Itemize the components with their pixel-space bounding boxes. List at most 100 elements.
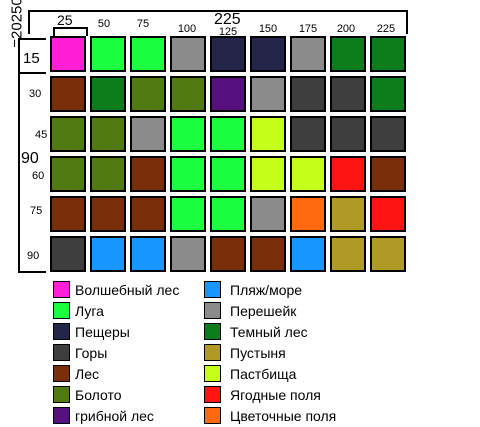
grid-cell-swamp [170, 76, 206, 112]
side-scale-tick [18, 72, 46, 74]
scale-box-left [53, 27, 55, 36]
x-label: 75 [136, 18, 150, 30]
grid-cell-beach [130, 236, 166, 272]
top-bracket-line [28, 10, 408, 12]
grid-cell-dark-forest [90, 76, 126, 112]
left-bracket-line [18, 38, 20, 272]
grid-cell-isthmus [290, 36, 326, 72]
grid-cell-flower-fields [290, 196, 326, 232]
grid-cell-mountains [330, 76, 366, 112]
legend-swatch-mountains [53, 344, 70, 361]
legend-swatch-dark-forest [204, 323, 221, 340]
legend-label-caves: Пещеры [75, 324, 130, 340]
x-label: 125 [218, 26, 238, 38]
grid-cell-dark-forest [370, 36, 406, 72]
y-label: 90 [27, 250, 40, 262]
grid-cell-mushroom-forest [210, 76, 246, 112]
x-label: 175 [298, 23, 318, 35]
grid-cell-isthmus [250, 76, 286, 112]
grid-cell-beach [290, 236, 326, 272]
grid-cell-mountains [330, 116, 366, 152]
grid-cell-caves [250, 36, 286, 72]
grid-cell-isthmus [250, 196, 286, 232]
grid-cell-desert [330, 236, 366, 272]
legend-label-magic-forest: Волшебный лес [75, 282, 180, 298]
x-label: 200 [336, 23, 356, 35]
legend-swatch-forest [53, 365, 70, 382]
legend-label-mushroom-forest: грибной лес [75, 408, 154, 424]
legend-swatch-beach [204, 281, 221, 298]
grid-cell-berry-fields [370, 196, 406, 232]
legend-swatch-desert [204, 344, 221, 361]
grid-cell-meadow [170, 116, 206, 152]
grid-cell-mountains [290, 116, 326, 152]
legend-label-isthmus: Перешейк [230, 303, 297, 319]
grid-cell-meadow [210, 116, 246, 152]
grid-cell-magic-forest [50, 36, 86, 72]
grid-cell-dark-forest [330, 36, 366, 72]
grid-cell-forest [250, 236, 286, 272]
grid-cell-forest [370, 156, 406, 192]
grid-cell-pasture [250, 156, 286, 192]
legend-label-forest: Лес [75, 366, 99, 382]
y-label: 30 [29, 88, 42, 100]
grid-cell-isthmus [170, 36, 206, 72]
grid-cell-mountains [370, 116, 406, 152]
x-label: 225 [376, 23, 396, 35]
grid-cell-forest [50, 76, 86, 112]
y-label: 45 [35, 129, 48, 141]
legend-swatch-isthmus [204, 302, 221, 319]
grid-cell-meadow [130, 36, 166, 72]
x-label: 50 [97, 18, 111, 30]
side-total-label: 90 [21, 150, 39, 167]
grid-cell-forest [130, 196, 166, 232]
top-bracket-left-tick [28, 10, 30, 34]
grid-cell-pasture [290, 156, 326, 192]
legend-label-desert: Пустыня [230, 345, 286, 361]
side-scale-label: 15 [23, 50, 40, 67]
legend-swatch-magic-forest [53, 281, 70, 298]
scale-box-top [53, 27, 88, 29]
legend-swatch-caves [53, 323, 70, 340]
legend-label-berry-fields: Ягодные поля [230, 387, 321, 403]
legend-label-swamp: Болото [75, 387, 122, 403]
legend-swatch-meadow [53, 302, 70, 319]
grid-cell-swamp [50, 116, 86, 152]
top-total-label: 225 [214, 11, 241, 28]
grid-cell-pasture [250, 116, 286, 152]
y-label: 75 [30, 205, 43, 217]
top-scale-label: 25 [57, 12, 73, 28]
legend-label-mountains: Горы [75, 345, 108, 361]
grid-cell-berry-fields [330, 156, 366, 192]
grid-cell-desert [330, 196, 366, 232]
grid-cell-mountains [290, 76, 326, 112]
legend-label-pasture: Пастбища [230, 366, 297, 382]
top-bracket-right-tick [406, 10, 408, 34]
grid-cell-meadow [210, 156, 246, 192]
scale-box-right [86, 27, 88, 36]
legend-label-flower-fields: Цветочные поля [230, 408, 337, 424]
grid-cell-swamp [50, 156, 86, 192]
legend-swatch-berry-fields [204, 386, 221, 403]
grid-cell-meadow [170, 196, 206, 232]
grid-cell-mountains [50, 236, 86, 272]
grid-cell-forest [90, 196, 126, 232]
grid-cell-swamp [90, 116, 126, 152]
legend-label-dark-forest: Темный лес [230, 324, 308, 340]
grid-cell-beach [90, 236, 126, 272]
grid-cell-meadow [90, 36, 126, 72]
left-bracket-top-tick [18, 38, 46, 40]
y-label: 60 [32, 170, 45, 182]
grid-cell-isthmus [130, 116, 166, 152]
legend-swatch-mushroom-forest [53, 407, 70, 424]
grid-cell-swamp [130, 76, 166, 112]
legend-swatch-swamp [53, 386, 70, 403]
legend-swatch-flower-fields [204, 407, 221, 424]
grid-cell-swamp [90, 156, 126, 192]
x-label: 100 [177, 23, 197, 35]
legend-label-meadow: Луга [75, 303, 104, 319]
grid-cell-dark-forest [370, 76, 406, 112]
grid-cell-desert [370, 236, 406, 272]
grid-cell-caves [210, 36, 246, 72]
legend-label-beach: Пляж/море [230, 282, 303, 298]
